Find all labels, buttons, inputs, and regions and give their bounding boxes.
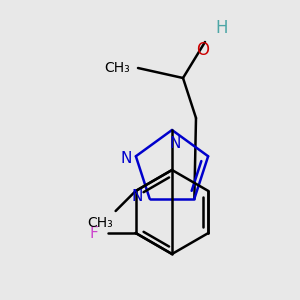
Text: F: F xyxy=(89,226,98,241)
Text: CH₃: CH₃ xyxy=(104,61,130,75)
Text: N: N xyxy=(132,189,143,204)
Text: N: N xyxy=(120,151,131,166)
Text: H: H xyxy=(216,19,228,37)
Text: O: O xyxy=(196,41,209,59)
Text: CH₃: CH₃ xyxy=(87,216,112,230)
Text: N: N xyxy=(169,136,181,152)
